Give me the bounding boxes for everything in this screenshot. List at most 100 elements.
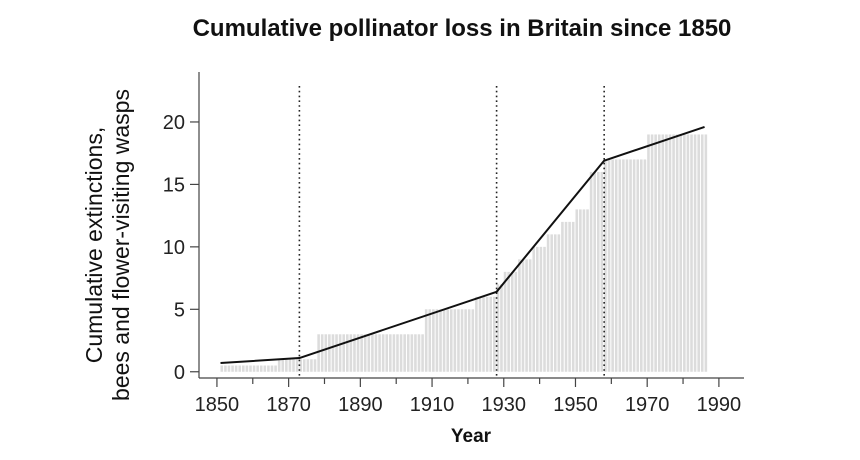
bar-1956	[596, 171, 600, 372]
bar-1950	[575, 209, 579, 372]
bars-group	[220, 134, 708, 372]
bar-1973	[657, 134, 661, 372]
bar-1869	[285, 359, 288, 372]
bar-1955	[593, 171, 596, 372]
bar-1980	[683, 134, 686, 372]
bar-1855	[234, 365, 238, 372]
bar-1923	[478, 296, 482, 372]
bar-1921	[471, 309, 475, 372]
x-tick-label-1850: 1850	[195, 394, 240, 416]
bar-1966	[632, 159, 636, 372]
bar-1946	[561, 221, 564, 372]
x-tick-label-1950: 1950	[553, 394, 598, 416]
bar-1962	[618, 159, 622, 372]
bar-1908	[424, 309, 428, 372]
bar-1913	[442, 309, 446, 372]
trend-line	[220, 126, 705, 365]
bar-1897	[385, 334, 389, 372]
bar-1901	[399, 334, 403, 372]
bar-1852	[224, 365, 227, 372]
bar-1886	[346, 334, 349, 372]
bar-1917	[457, 309, 460, 372]
bar-1918	[460, 309, 464, 372]
bar-1888	[353, 334, 356, 372]
bar-1982	[690, 134, 693, 372]
bar-1898	[389, 334, 392, 372]
bar-1879	[320, 334, 324, 372]
bar-1861	[256, 365, 259, 372]
bar-1875	[306, 359, 310, 372]
bar-1910	[432, 309, 435, 372]
bar-1958	[604, 159, 607, 372]
x-ticks-group: 1850 1870 1890 1910 1930 1950 1970 1990	[195, 378, 741, 416]
bar-1938	[532, 246, 536, 372]
bar-1903	[406, 334, 410, 372]
bar-1981	[686, 134, 690, 372]
breakpoints-group	[298, 86, 605, 378]
bar-1971	[650, 134, 654, 372]
bar-1970	[647, 134, 650, 372]
bar-1887	[349, 334, 353, 372]
bar-1972	[654, 134, 657, 372]
x-tick-label-1870: 1870	[266, 394, 311, 416]
bar-1867	[277, 359, 281, 372]
bar-1885	[342, 334, 346, 372]
bar-1974	[661, 134, 665, 372]
y-tick-label-10: 10	[163, 237, 185, 259]
bar-1927	[493, 296, 496, 372]
bar-1953	[586, 209, 589, 372]
bar-1858	[245, 365, 249, 372]
bar-1907	[421, 334, 424, 372]
bar-1932	[510, 271, 514, 372]
bar-1868	[281, 359, 285, 372]
bar-1902	[403, 334, 406, 372]
bar-1882	[331, 334, 335, 372]
bar-1930	[503, 271, 507, 372]
bar-1933	[514, 271, 518, 372]
bar-1859	[249, 365, 252, 372]
bar-1979	[679, 134, 683, 372]
bar-1892	[367, 334, 371, 372]
bar-1940	[539, 246, 543, 372]
y-tick-label-20: 20	[163, 112, 185, 134]
bar-1926	[489, 296, 493, 372]
bar-1865	[270, 365, 274, 372]
y-axis-label-line1: Cumulative extinctions,	[81, 127, 107, 364]
bar-1866	[274, 365, 277, 372]
bar-1884	[338, 334, 342, 372]
bar-1864	[267, 365, 270, 372]
bar-1941	[543, 246, 546, 372]
bar-1874	[302, 359, 306, 372]
bar-1951	[579, 209, 582, 372]
bar-1944	[553, 234, 557, 372]
bar-1963	[622, 159, 625, 372]
bar-1924	[482, 296, 485, 372]
bar-1857	[242, 365, 245, 372]
bar-1906	[417, 334, 421, 372]
chart-title: Cumulative pollinator loss in Britain si…	[193, 15, 732, 42]
bar-1952	[582, 209, 586, 372]
bar-1877	[313, 359, 317, 372]
bar-1916	[453, 309, 457, 372]
bar-1854	[231, 365, 234, 372]
y-axis-label-line2: bees and flower-visiting wasps	[108, 89, 134, 401]
bar-1931	[507, 271, 510, 372]
bar-1942	[546, 234, 550, 372]
bar-1915	[449, 309, 453, 372]
bar-1976	[668, 134, 672, 372]
bar-1876	[310, 359, 313, 372]
bar-1975	[665, 134, 668, 372]
bar-1925	[485, 296, 489, 372]
bar-1904	[410, 334, 414, 372]
bar-1919	[464, 309, 467, 372]
y-tick-label-15: 15	[163, 174, 185, 196]
bar-1959	[607, 159, 611, 372]
x-tick-label-1890: 1890	[338, 394, 383, 416]
bar-1900	[396, 334, 399, 372]
bar-1871	[292, 359, 295, 372]
bar-1947	[564, 221, 568, 372]
bar-1851	[220, 365, 224, 372]
bar-1920	[467, 309, 471, 372]
bar-1965	[629, 159, 632, 372]
